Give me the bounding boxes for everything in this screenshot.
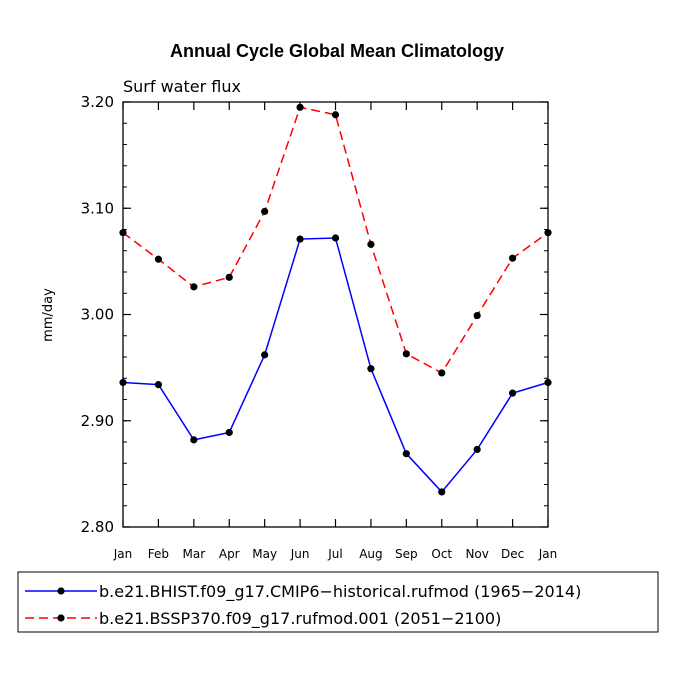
chart-title: Annual Cycle Global Mean Climatology — [170, 41, 504, 61]
data-point-0 — [190, 436, 198, 444]
x-tick-label: Sep — [395, 547, 418, 561]
y-tick-label: 3.10 — [81, 199, 114, 217]
series-line-0 — [122, 237, 549, 494]
data-point-1 — [331, 111, 340, 119]
legend-label-ssp370: b.e21.BSSP370.f09_g17.rufmod.001 (2051−2… — [99, 609, 501, 629]
data-point-1 — [438, 369, 446, 377]
y-tick-label: 2.80 — [81, 518, 114, 536]
data-point-0 — [119, 378, 127, 387]
data-point-1 — [473, 311, 481, 320]
data-point-1 — [402, 350, 410, 358]
data-point-0 — [296, 235, 304, 243]
data-point-1 — [296, 103, 304, 111]
y-axis-label: mm/day — [41, 288, 56, 342]
data-point-1 — [225, 273, 233, 281]
plot-frame — [122, 101, 549, 528]
x-tick-label: Dec — [501, 547, 524, 561]
data-point-1 — [154, 255, 163, 263]
data-point-0 — [331, 234, 340, 242]
data-point-0 — [367, 365, 375, 373]
data-point-0 — [438, 488, 446, 496]
y-tick-label: 3.00 — [81, 306, 114, 324]
legend-box — [17, 571, 659, 633]
x-tick-label: May — [252, 547, 277, 561]
legend-marker-historical — [57, 587, 65, 595]
x-tick-label: Jan — [538, 547, 558, 561]
data-point-0 — [154, 381, 163, 389]
data-point-0 — [402, 450, 410, 458]
legend-label-historical: b.e21.BHIST.f09_g17.CMIP6−historical.ruf… — [99, 582, 581, 602]
data-point-0 — [261, 351, 269, 359]
x-tick-label: Aug — [359, 547, 382, 561]
data-point-1 — [190, 283, 198, 291]
x-tick-label: Apr — [219, 547, 240, 561]
data-point-0 — [473, 445, 481, 454]
y-tick-label: 3.20 — [81, 93, 114, 111]
axes: 2.80 2.90 3.00 3.10 3.20 Jan Feb Mar Apr May Jun Ju… — [81, 93, 558, 561]
x-tick-label: Jan — [113, 547, 133, 561]
x-tick-label: Jul — [327, 547, 342, 561]
data-point-0 — [508, 389, 517, 397]
series-layer — [119, 103, 552, 496]
data-point-1 — [261, 207, 269, 216]
data-point-1 — [508, 254, 517, 262]
x-tick-label: Mar — [183, 547, 206, 561]
legend-marker-ssp370 — [57, 614, 65, 622]
y-tick-label: 2.90 — [81, 412, 114, 430]
data-point-1 — [367, 240, 375, 248]
legend: b.e21.BHIST.f09_g17.CMIP6−historical.ruf… — [17, 571, 659, 633]
data-point-0 — [544, 378, 552, 387]
x-tick-label: Oct — [431, 547, 452, 561]
data-point-1 — [544, 229, 552, 237]
x-tick-label: Jun — [290, 547, 310, 561]
x-tick-label: Nov — [465, 547, 488, 561]
data-point-1 — [119, 229, 127, 237]
x-tick-label: Feb — [148, 547, 169, 561]
data-point-0 — [225, 428, 233, 437]
chart-subtitle: Surf water flux — [123, 77, 241, 96]
